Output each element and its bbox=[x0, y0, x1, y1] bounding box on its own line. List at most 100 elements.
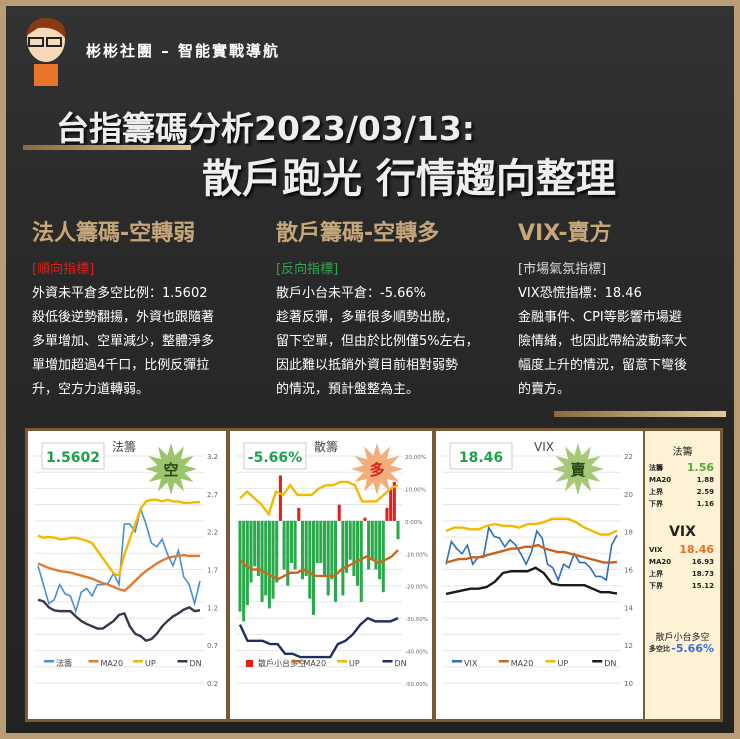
bar bbox=[367, 520, 371, 570]
y-tick-label: -40.00% bbox=[405, 650, 428, 656]
row-value: 1.56 bbox=[686, 461, 714, 474]
section-title: 散戶籌碼-空轉多 bbox=[276, 221, 440, 246]
section-line: 的情況，預計盤整為主。 bbox=[276, 382, 420, 397]
bar bbox=[264, 520, 268, 596]
row-label: VIX bbox=[649, 546, 663, 554]
indicator-tag: [市場氣氛指標] bbox=[518, 262, 607, 277]
brand-name: 彬彬社團 – 智能實戰導航 bbox=[86, 42, 280, 60]
divider bbox=[554, 411, 726, 417]
row-label: MA20 bbox=[649, 558, 672, 566]
series-line bbox=[37, 598, 201, 642]
y-tick-label: 2.7 bbox=[207, 491, 218, 499]
series-line bbox=[37, 506, 201, 614]
row-value: 1.88 bbox=[696, 476, 714, 484]
series-line bbox=[445, 525, 618, 583]
legend-swatch bbox=[545, 660, 556, 663]
y-tick-label: 20 bbox=[624, 491, 633, 499]
section-line: 升，空方力道轉弱。 bbox=[32, 382, 150, 397]
row-label: 下界 bbox=[649, 500, 663, 508]
chart-fa: 0.2 0.7 1.2 1.7 2.2 2.7 3.2 法籌 MA20 UP DN 法籌 1.5602 空 bbox=[28, 431, 226, 719]
bar bbox=[242, 520, 246, 622]
bar bbox=[297, 507, 301, 521]
row-label: 上界 bbox=[649, 488, 663, 496]
bar bbox=[378, 520, 382, 580]
starburst-stamp bbox=[351, 443, 403, 495]
bar bbox=[334, 520, 338, 602]
bar bbox=[304, 520, 308, 576]
chart-title: 法籌 bbox=[112, 440, 136, 454]
summary-row: VIX 18.46 bbox=[645, 544, 720, 556]
legend-label: VIX bbox=[464, 659, 478, 668]
y-tick-label: 0.7 bbox=[207, 642, 218, 650]
row-value: 15.12 bbox=[691, 582, 714, 590]
y-tick-label: 20.00% bbox=[405, 455, 426, 461]
legend-swatch bbox=[452, 660, 462, 663]
row-value: 18.46 bbox=[679, 543, 714, 556]
value-badge bbox=[449, 442, 513, 470]
bar bbox=[315, 520, 319, 564]
bar bbox=[381, 520, 385, 593]
series-line bbox=[445, 566, 618, 596]
bar bbox=[385, 507, 389, 521]
bar bbox=[345, 520, 349, 573]
bar bbox=[278, 475, 282, 521]
chart-svg: 0.2 0.7 1.2 1.7 2.2 2.7 3.2 法籌 MA20 UP DN 法籌 1.5602 空 bbox=[34, 440, 218, 688]
y-tick-label: -20.00% bbox=[405, 585, 428, 591]
bar bbox=[289, 520, 293, 564]
bar bbox=[337, 504, 341, 521]
y-tick-label: -30.00% bbox=[405, 617, 428, 623]
bar bbox=[260, 520, 264, 602]
section-2: VIX-賣方 [市場氣氛指標] VIX恐慌指標：18.46 金融事件、CPI等影響市場… bbox=[518, 218, 687, 402]
y-tick-label: 22 bbox=[624, 453, 633, 461]
y-tick-label: 3.2 bbox=[207, 453, 218, 461]
legend-swatch bbox=[177, 660, 188, 663]
summary-row: MA20 1.88 bbox=[645, 474, 720, 486]
section-line: 留下空單，但由於比例僅5%左右， bbox=[276, 334, 479, 349]
legend-swatch bbox=[88, 660, 99, 663]
bar bbox=[363, 517, 367, 521]
bar bbox=[282, 520, 286, 570]
section-line: 險情緒，也因此帶給波動率大 bbox=[518, 334, 688, 349]
bar bbox=[396, 520, 400, 540]
summary-row: 法籌 1.56 bbox=[645, 462, 720, 474]
legend-label: MA20 bbox=[101, 659, 124, 668]
bar bbox=[245, 520, 249, 606]
y-tick-label: 1.2 bbox=[207, 604, 218, 612]
bar bbox=[286, 520, 290, 586]
bar bbox=[392, 481, 396, 521]
bar bbox=[330, 520, 334, 580]
chart-svg: -50.00% -40.00% -30.00% -20.00% -10.00% 0.00%… bbox=[236, 439, 428, 688]
section-line: 外資未平倉多空比例：1.5602 bbox=[32, 286, 208, 301]
series-line bbox=[239, 549, 399, 581]
value-badge-text: -5.66% bbox=[248, 450, 302, 466]
row-label: 下界 bbox=[649, 582, 663, 590]
y-tick-label: 16 bbox=[624, 567, 633, 575]
row-value: 1.16 bbox=[696, 500, 714, 508]
chart-svg: 10 12 14 16 18 20 22 VIX MA20 UP DN VIX 18.46 賣 bbox=[442, 440, 633, 688]
summary-panel: 法籌 法籌 1.56 MA20 1.88 上界 2.59 下界 1.16 VIX VIX 18.46 M… bbox=[645, 431, 720, 719]
legend-swatch bbox=[44, 660, 54, 663]
bar bbox=[348, 520, 352, 560]
legend-swatch bbox=[291, 660, 302, 663]
page-title: 台指籌碼分析2023/03/13: bbox=[56, 109, 475, 148]
section-title: VIX-賣方 bbox=[518, 221, 612, 246]
y-tick-label: 18 bbox=[624, 529, 633, 537]
legend-label: DN bbox=[395, 659, 407, 668]
legend-label: DN bbox=[604, 659, 616, 668]
section-line: 單增加超過4千口，比例反彈拉 bbox=[32, 358, 210, 373]
row-value: -5.66% bbox=[671, 642, 714, 655]
summary-row: 下界 15.12 bbox=[645, 580, 720, 592]
bar bbox=[370, 520, 374, 560]
bar bbox=[308, 520, 312, 599]
y-tick-label: 14 bbox=[624, 604, 633, 612]
legend-label: MA20 bbox=[511, 659, 534, 668]
row-value: 16.93 bbox=[691, 558, 714, 566]
indicator-tag: [反向指標] bbox=[276, 262, 339, 277]
bar bbox=[267, 520, 271, 609]
section-line: 殺低後逆勢翻揚，外資也跟隨著 bbox=[32, 310, 215, 325]
series-line bbox=[239, 480, 399, 517]
series-line bbox=[445, 543, 618, 564]
series-line bbox=[445, 517, 618, 536]
legend-label: UP bbox=[145, 659, 156, 668]
page-subtitle: 散戶跑光 行情趨向整理 bbox=[202, 156, 616, 202]
